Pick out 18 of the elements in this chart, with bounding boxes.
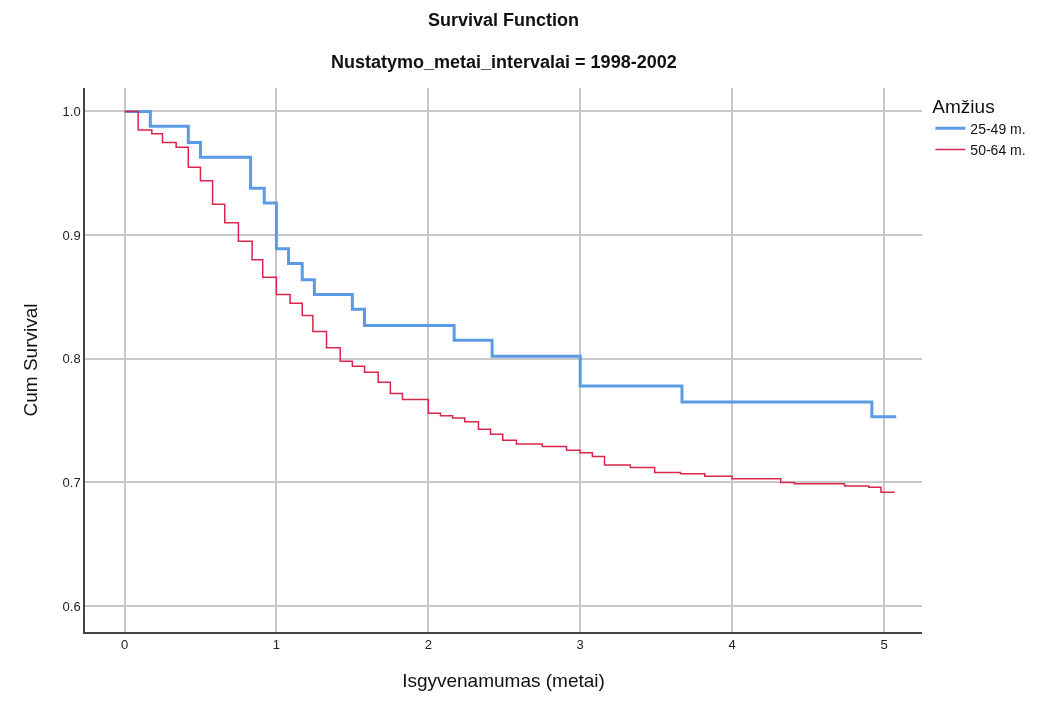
x-tick-label: 2 <box>424 637 432 653</box>
chart-title: Survival Function <box>428 10 580 30</box>
x-tick-label: 0 <box>120 637 129 653</box>
y-axis-title: Cum Survival <box>19 303 41 417</box>
y-tick-label: 0.9 <box>62 227 81 243</box>
x-axis-title: Isgyvenamumas (metai) <box>402 669 605 691</box>
y-tick-label: 1.0 <box>62 104 81 120</box>
y-tick-label: 0.7 <box>62 474 81 490</box>
legend-label: 25-49 m. <box>970 120 1026 137</box>
legend-label: 50-64 m. <box>970 141 1026 158</box>
x-tick-label: 5 <box>880 637 888 653</box>
chart-subtitle: Nustatymo_metai_intervalai = 1998-2002 <box>331 52 677 72</box>
y-tick-label: 0.6 <box>62 598 81 614</box>
legend-title: Amžius <box>932 95 995 117</box>
x-tick-label: 4 <box>728 637 736 653</box>
x-tick-label: 3 <box>576 637 584 653</box>
x-tick-label: 1 <box>272 637 281 653</box>
y-tick-label: 0.8 <box>62 351 81 367</box>
